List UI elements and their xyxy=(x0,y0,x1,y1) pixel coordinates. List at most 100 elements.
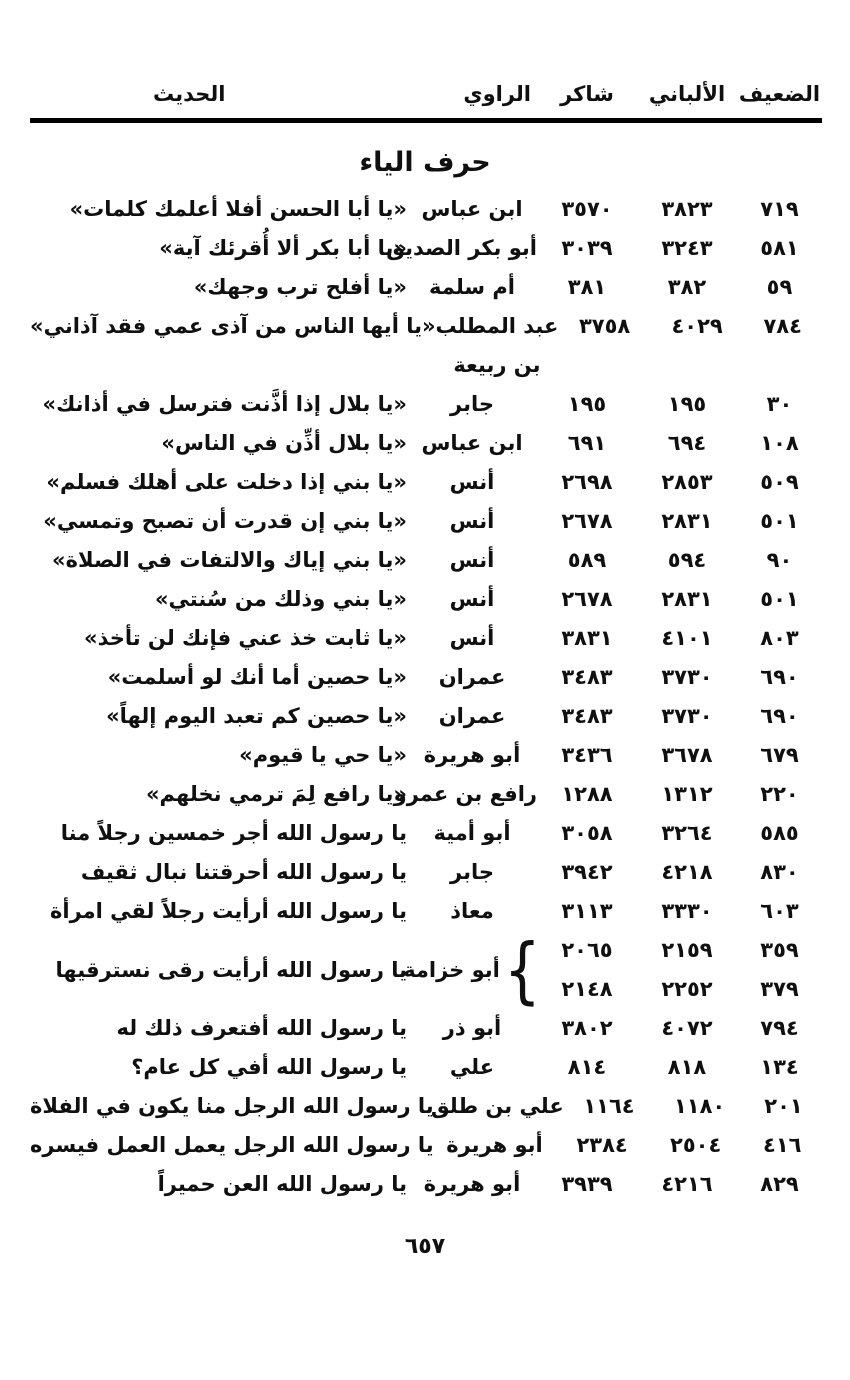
narrator-name: أبو هريرة xyxy=(423,743,521,767)
hadith-text: يا رسول الله العن حميراً xyxy=(157,1172,407,1196)
narrator-name: أم سلمة xyxy=(429,275,515,299)
hadith-row: ٨٢٩ ٤٢١٦ ٣٩٣٩ أبو هريرة يا رسول الله العن حم… xyxy=(30,1165,822,1204)
hadith-row: ٢٠١ ١١٨٠ ١١٦٤ علي بن طلق يا رسول الله الرجل … xyxy=(30,1087,822,1126)
daif-number: ٧١٩ xyxy=(760,197,799,221)
narrator-cell: أنس xyxy=(407,502,537,541)
shakir-number: ٣١١٣ xyxy=(561,899,613,923)
albani-number: ٣٢٤٣ xyxy=(661,236,713,260)
albani-number: ٤١٠١ xyxy=(661,626,713,650)
column-header-rawi: الراوي xyxy=(463,82,531,106)
daif-number: ٤١٦ xyxy=(763,1133,802,1157)
narrator-name: ابن عباس xyxy=(421,197,523,221)
shakir-number: ٢٦٧٨ xyxy=(561,587,613,611)
narrator-name: عمران xyxy=(438,665,506,689)
narrator-name: ابن عباس xyxy=(421,431,523,455)
hadith-row: ٧٨٤ ٤٠٢٩ ٣٧٥٨ عبد المطلب بن ربيعة «يا أيها ال… xyxy=(30,307,822,385)
narrator-cell: أبو هريرة xyxy=(434,1126,556,1165)
hadith-text: يا رسول الله أرأيت رجلاً لقي امرأة xyxy=(49,899,407,923)
page-number: ٦٥٧ xyxy=(404,1234,446,1259)
narrator-cell: عبد المطلب بن ربيعة xyxy=(436,307,559,385)
narrator-cell: علي بن طلق xyxy=(430,1087,564,1126)
narrator-name: علي بن طلق xyxy=(430,1094,564,1118)
shakir-number: ٣٠٣٩ xyxy=(561,236,613,260)
albani-number: ١١٨٠ xyxy=(673,1094,726,1118)
hadith-text: «يا أفلح ترب وجهك» xyxy=(193,275,407,299)
narrator-cell: {أبو خزامة xyxy=(403,928,541,1013)
daif-number: ٦٩٠ xyxy=(760,704,799,728)
hadith-row: ٨٣٠ ٤٢١٨ ٣٩٤٢ جابر يا رسول الله أحرقتنا نبال… xyxy=(30,853,822,892)
albani-number: ٣٦٧٨ xyxy=(661,743,713,767)
hadith-row: ٦٩٠ ٣٧٣٠ ٣٤٨٣ عمران «يا حصين كم تعبد اليوم إ… xyxy=(30,697,822,736)
narrator-cell: أبو بكر الصديق xyxy=(386,229,537,268)
hadith-text: يا رسول الله أفي كل عام؟ xyxy=(131,1055,407,1079)
narrator-cell: أم سلمة xyxy=(407,268,537,307)
narrator-cell: معاذ xyxy=(407,892,537,931)
narrator-name: عمران xyxy=(438,704,506,728)
hadith-row: ٥٩ ٣٨٢ ٣٨١ أم سلمة «يا أفلح ترب وجهك» xyxy=(30,268,822,307)
daif-number: ٣٥٩ ٣٧٩ xyxy=(737,931,822,1009)
narrator-name: أنس xyxy=(449,587,495,611)
shakir-number: ٣٤٨٣ xyxy=(561,665,613,689)
stacked-number: ٣٧٩ xyxy=(760,977,799,1001)
narrator-name: جابر xyxy=(450,860,494,884)
shakir-number: ٥٨٩ xyxy=(567,548,607,572)
narrator-cell: ابن عباس xyxy=(407,190,537,229)
albani-number: ٢٨٣١ xyxy=(661,587,713,611)
narrator-name: أنس xyxy=(449,470,495,494)
daif-number: ٦٩٠ xyxy=(760,665,799,689)
narrator-name: معاذ xyxy=(450,899,494,923)
hadith-row: ٥٠١ ٢٨٣١ ٢٦٧٨ أنس «يا بني إن قدرت أن تصبح وت… xyxy=(30,502,822,541)
shakir-number: ٦٩١ xyxy=(567,431,607,455)
shakir-number: ٣٠٥٨ xyxy=(561,821,613,845)
hadith-row: ٥٠٩ ٢٨٥٣ ٢٦٩٨ أنس «يا بني إذا دخلت على أهلك … xyxy=(30,463,822,502)
daif-number: ٥٠٩ xyxy=(760,470,799,494)
narrator-cell: أنس xyxy=(407,619,537,658)
shakir-number: ٣٨١ xyxy=(567,275,607,299)
albani-number: ٨١٨ xyxy=(667,1055,707,1079)
albani-number: ٥٩٤ xyxy=(667,548,707,572)
hadith-text: يا رسول الله أجر خمسين رجلاً منا xyxy=(60,821,407,845)
stacked-number: ٣٥٩ xyxy=(760,938,799,962)
shakir-number: ٣٨٣١ xyxy=(561,626,613,650)
hadith-row: ١٠٨ ٦٩٤ ٦٩١ ابن عباس «يا بلال أذِّن في الناس… xyxy=(30,424,822,463)
narrator-name: علي xyxy=(449,1055,495,1079)
albani-number: ١٣١٢ xyxy=(661,782,713,806)
stacked-number: ٢٠٦٥ xyxy=(561,938,613,962)
daif-number: ٢٢٠ xyxy=(760,782,799,806)
narrator-cell: علي xyxy=(407,1048,537,1087)
narrator-brace: { xyxy=(503,927,541,1013)
daif-number: ١٣٤ xyxy=(760,1055,799,1079)
hadith-text: «يا حصين أما أنك لو أسلمت» xyxy=(107,665,407,689)
daif-number: ٨٣٠ xyxy=(760,860,799,884)
hadith-text: «يا ثابت خذ عني فإنك لن تأخذ» xyxy=(84,626,407,650)
shakir-number: ٣٤٨٣ xyxy=(561,704,613,728)
daif-number: ٥٠١ xyxy=(760,587,799,611)
narrator-name: عبد المطلب xyxy=(435,314,559,338)
daif-number: ٥٨٥ xyxy=(760,821,799,845)
albani-number: ٤٠٢٩ xyxy=(671,314,723,338)
hadith-text: «يا أبا بكر ألا أُقرئك آية» xyxy=(159,236,407,260)
narrator-cell: عمران xyxy=(407,658,537,697)
narrator-cell: أبو هريرة xyxy=(407,1165,537,1204)
hadith-row: ٧٩٤ ٤٠٧٢ ٣٨٠٢ أبو ذر يا رسول الله أفتعرف ذلك… xyxy=(30,1009,822,1048)
narrator-cell: عمران xyxy=(407,697,537,736)
albani-number: ٢١٥٩ ٢٢٥٢ xyxy=(637,931,737,1009)
hadith-row: ٣٠ ١٩٥ ١٩٥ جابر «يا بلال إذا أذَّنت فترسل في… xyxy=(30,385,822,424)
albani-number: ٢٨٥٣ xyxy=(661,470,713,494)
narrator-name: أبو خزامة xyxy=(403,957,500,982)
stacked-number: ٢١٥٩ xyxy=(661,938,713,962)
daif-number: ٦٧٩ xyxy=(760,743,799,767)
narrator-cell: أنس xyxy=(407,580,537,619)
hadith-row: ١٣٤ ٨١٨ ٨١٤ علي يا رسول الله أفي كل عام؟ xyxy=(30,1048,822,1087)
column-header-albani: الألباني xyxy=(648,82,726,106)
hadith-text: «يا رافع لِمَ ترمي نخلهم» xyxy=(145,782,407,806)
column-header-hadith: الحديث xyxy=(153,82,226,106)
daif-number: ٥٩ xyxy=(766,275,793,299)
daif-number: ٣٠ xyxy=(766,392,793,416)
narrator-name: أبو أمية xyxy=(433,821,511,845)
albani-number: ٣٧٣٠ xyxy=(661,665,713,689)
albani-number: ٣٨٢ xyxy=(667,275,707,299)
hadith-row: ٣٥٩ ٣٧٩ ٢١٥٩ ٢٢٥٢ ٢٠٦٥ ٢١٤٨ {أبو خزامة يا رسول … xyxy=(30,928,822,1013)
narrator-name: أنس xyxy=(449,509,495,533)
